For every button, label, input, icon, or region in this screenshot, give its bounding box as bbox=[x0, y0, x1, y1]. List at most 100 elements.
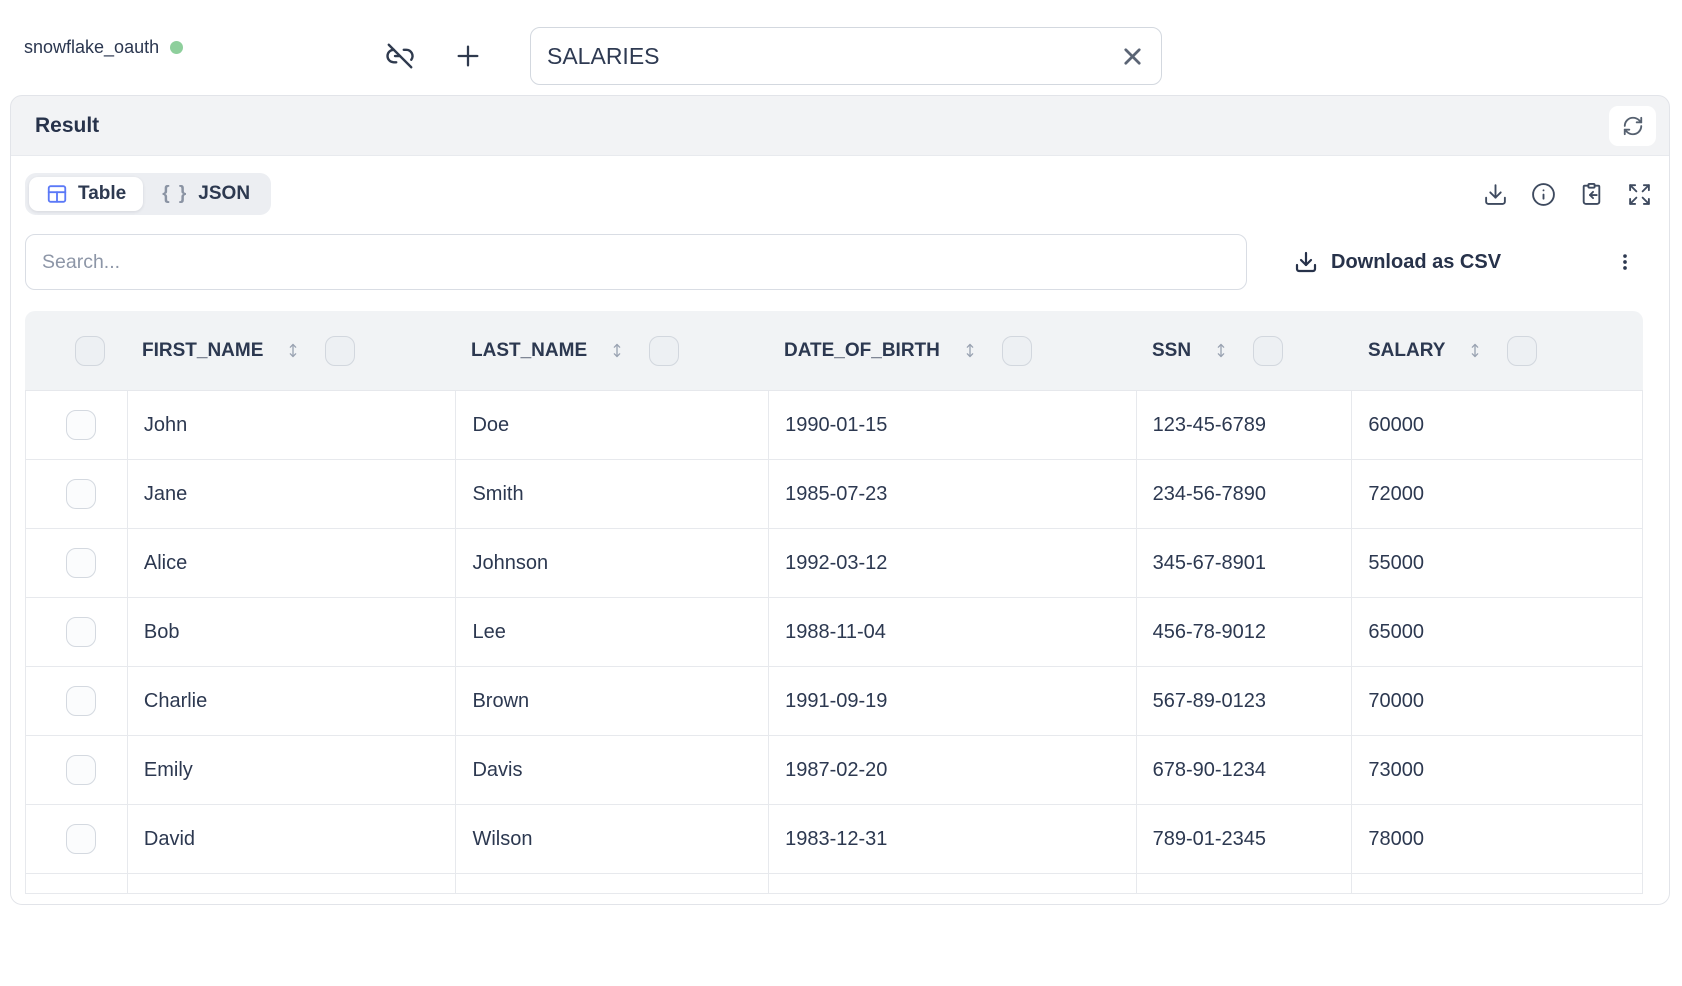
tab-json[interactable]: { } JSON bbox=[145, 177, 267, 211]
connection-name: snowflake_oauth bbox=[24, 37, 160, 57]
row-select-cell bbox=[26, 598, 127, 666]
top-bar: snowflake_oauth bbox=[0, 0, 1682, 95]
sort-icon[interactable] bbox=[609, 340, 625, 361]
column-header-date_of_birth[interactable]: DATE_OF_BIRTH bbox=[768, 335, 1136, 366]
info-button[interactable] bbox=[1529, 180, 1557, 208]
panel-title: Result bbox=[35, 113, 100, 137]
column-checkbox[interactable] bbox=[1001, 335, 1032, 366]
cell-date_of_birth: 1987-02-20 bbox=[768, 736, 1136, 804]
sort-icon[interactable] bbox=[1467, 340, 1483, 361]
row-checkbox[interactable] bbox=[66, 548, 97, 578]
column-label: SALARY bbox=[1368, 339, 1446, 361]
cell-empty bbox=[455, 874, 768, 893]
cell-salary: 60000 bbox=[1351, 391, 1642, 459]
sort-icon[interactable] bbox=[962, 340, 978, 361]
tab-table-label: Table bbox=[78, 183, 127, 204]
download-icon bbox=[1294, 250, 1318, 274]
cell-ssn: 345-67-8901 bbox=[1135, 529, 1352, 597]
cell-empty bbox=[768, 874, 1136, 893]
expand-icon bbox=[1627, 182, 1652, 207]
column-checkbox[interactable] bbox=[325, 335, 356, 366]
cell-first_name: Bob bbox=[126, 598, 456, 666]
column-header-first_name[interactable]: FIRST_NAME bbox=[126, 335, 455, 366]
table-header-row: FIRST_NAME LAST_NAME DATE_OF_BIRTH SSN SALAR… bbox=[25, 311, 1643, 391]
cell-first_name: Jane bbox=[126, 460, 456, 528]
download-button[interactable] bbox=[1481, 180, 1509, 208]
search-input[interactable] bbox=[25, 234, 1247, 290]
cell-last_name: Davis bbox=[455, 736, 768, 804]
column-label: LAST_NAME bbox=[471, 339, 588, 361]
refresh-icon bbox=[1622, 115, 1644, 137]
braces-icon: { } bbox=[162, 183, 189, 204]
result-panel-header: Result bbox=[11, 96, 1669, 155]
more-options-button[interactable] bbox=[1611, 248, 1639, 276]
copy-to-clipboard-button[interactable] bbox=[1577, 180, 1605, 208]
cell-ssn: 456-78-9012 bbox=[1135, 598, 1352, 666]
select-all-checkbox[interactable] bbox=[74, 335, 105, 366]
download-csv-button[interactable]: Download as CSV bbox=[1294, 250, 1501, 274]
connection-status-dot bbox=[170, 41, 184, 54]
column-label: SSN bbox=[1152, 339, 1192, 361]
tab-table[interactable]: Table bbox=[29, 177, 144, 211]
row-checkbox[interactable] bbox=[66, 824, 97, 854]
query-name-input[interactable] bbox=[547, 42, 1115, 70]
tab-json-label: JSON bbox=[198, 183, 251, 204]
plus-icon bbox=[452, 40, 484, 72]
kebab-menu-icon bbox=[1614, 251, 1636, 273]
cell-last_name: Johnson bbox=[455, 529, 768, 597]
cell-ssn: 567-89-0123 bbox=[1135, 667, 1352, 735]
result-panel: Result Table bbox=[10, 95, 1670, 905]
cell-salary: 78000 bbox=[1351, 805, 1642, 873]
cell-first_name: Emily bbox=[126, 736, 456, 804]
table-row: Alice Johnson 1992-03-12 345-67-8901 55000 bbox=[26, 529, 1642, 598]
row-select-cell bbox=[26, 736, 127, 804]
row-checkbox[interactable] bbox=[66, 617, 97, 647]
view-mode-tabs: Table { } JSON bbox=[25, 173, 272, 215]
add-button[interactable] bbox=[452, 40, 484, 72]
cell-ssn: 123-45-6789 bbox=[1135, 391, 1352, 459]
row-checkbox[interactable] bbox=[66, 755, 97, 785]
column-header-last_name[interactable]: LAST_NAME bbox=[455, 335, 768, 366]
cell-last_name: Brown bbox=[455, 667, 768, 735]
column-label: DATE_OF_BIRTH bbox=[784, 339, 940, 361]
table-row-partial bbox=[26, 874, 1642, 894]
cell-first_name: Alice bbox=[126, 529, 456, 597]
table-icon bbox=[46, 183, 68, 205]
refresh-button[interactable] bbox=[1609, 105, 1656, 146]
column-checkbox[interactable] bbox=[649, 335, 680, 366]
cell-date_of_birth: 1990-01-15 bbox=[768, 391, 1136, 459]
close-icon bbox=[1119, 43, 1146, 70]
info-icon bbox=[1531, 182, 1556, 207]
cell-empty bbox=[1135, 874, 1352, 893]
download-csv-label: Download as CSV bbox=[1331, 250, 1502, 273]
row-checkbox[interactable] bbox=[66, 479, 97, 509]
cell-last_name: Wilson bbox=[455, 805, 768, 873]
cell-ssn: 234-56-7890 bbox=[1135, 460, 1352, 528]
cell-date_of_birth: 1985-07-23 bbox=[768, 460, 1136, 528]
row-select-cell bbox=[26, 460, 127, 528]
sort-icon[interactable] bbox=[1213, 340, 1229, 361]
clear-name-button[interactable] bbox=[1115, 39, 1149, 73]
clipboard-paste-icon bbox=[1579, 182, 1604, 207]
cell-salary: 70000 bbox=[1351, 667, 1642, 735]
result-toolbar: Table { } JSON bbox=[25, 171, 1655, 217]
table-row: Emily Davis 1987-02-20 678-90-1234 73000 bbox=[26, 736, 1642, 805]
sort-icon[interactable] bbox=[285, 340, 301, 361]
unlink-button[interactable] bbox=[384, 40, 416, 72]
column-header-ssn[interactable]: SSN bbox=[1136, 335, 1352, 366]
cell-salary: 65000 bbox=[1351, 598, 1642, 666]
row-checkbox[interactable] bbox=[66, 410, 97, 440]
cell-empty bbox=[1351, 874, 1642, 893]
cell-first_name: John bbox=[126, 391, 456, 459]
cell-date_of_birth: 1991-09-19 bbox=[768, 667, 1136, 735]
cell-first_name: David bbox=[126, 805, 456, 873]
row-select-cell bbox=[26, 805, 127, 873]
cell-date_of_birth: 1992-03-12 bbox=[768, 529, 1136, 597]
column-header-salary[interactable]: SALARY bbox=[1352, 335, 1643, 366]
result-table: FIRST_NAME LAST_NAME DATE_OF_BIRTH SSN SALAR… bbox=[25, 311, 1643, 894]
row-checkbox[interactable] bbox=[66, 686, 97, 716]
column-checkbox[interactable] bbox=[1253, 335, 1284, 366]
expand-button[interactable] bbox=[1625, 180, 1653, 208]
download-icon bbox=[1483, 182, 1508, 207]
column-checkbox[interactable] bbox=[1507, 335, 1538, 366]
